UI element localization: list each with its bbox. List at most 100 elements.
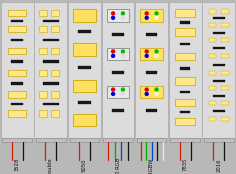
- Bar: [8, 110, 26, 117]
- Bar: [180, 90, 190, 93]
- Bar: [43, 39, 59, 41]
- Bar: [51, 10, 59, 16]
- Bar: [2, 138, 32, 142]
- Bar: [175, 53, 195, 60]
- Circle shape: [112, 93, 114, 95]
- Bar: [209, 101, 216, 105]
- Bar: [8, 10, 26, 16]
- Bar: [180, 111, 190, 113]
- Circle shape: [122, 16, 124, 19]
- Bar: [146, 71, 157, 74]
- Bar: [221, 86, 229, 90]
- Bar: [209, 54, 216, 58]
- Circle shape: [145, 93, 148, 95]
- Circle shape: [112, 12, 114, 15]
- Bar: [175, 77, 195, 85]
- Bar: [43, 20, 59, 22]
- Text: 2016: 2016: [216, 158, 221, 172]
- Bar: [213, 32, 224, 34]
- Bar: [221, 23, 229, 27]
- Bar: [39, 91, 47, 98]
- Bar: [8, 48, 26, 54]
- Bar: [175, 99, 195, 106]
- Bar: [12, 20, 23, 22]
- Bar: [39, 70, 47, 76]
- Bar: [43, 82, 59, 85]
- Bar: [221, 54, 229, 58]
- Bar: [175, 9, 195, 17]
- Circle shape: [155, 50, 158, 53]
- Circle shape: [112, 54, 114, 57]
- Bar: [170, 138, 200, 142]
- Bar: [73, 44, 96, 56]
- Bar: [204, 138, 234, 142]
- Bar: [39, 110, 47, 117]
- Bar: [8, 91, 26, 98]
- Bar: [209, 117, 216, 121]
- Bar: [51, 110, 59, 117]
- Bar: [51, 91, 59, 98]
- Circle shape: [155, 12, 158, 15]
- Bar: [209, 71, 216, 75]
- Text: 3528: 3528: [15, 158, 20, 171]
- Circle shape: [145, 54, 148, 57]
- Text: 5050 RGB: 5050 RGB: [115, 158, 121, 174]
- Bar: [78, 30, 91, 33]
- Bar: [221, 101, 229, 105]
- Bar: [36, 138, 66, 142]
- Circle shape: [122, 93, 124, 95]
- Bar: [70, 138, 99, 142]
- Bar: [221, 71, 229, 75]
- Bar: [78, 66, 91, 69]
- Bar: [213, 110, 224, 112]
- Bar: [209, 9, 216, 14]
- Bar: [51, 26, 59, 32]
- Bar: [12, 61, 23, 63]
- Bar: [175, 118, 195, 125]
- Bar: [221, 117, 229, 121]
- Bar: [39, 10, 47, 16]
- Text: 3528 Double: 3528 Double: [48, 158, 53, 174]
- Circle shape: [155, 88, 158, 91]
- Bar: [112, 33, 124, 36]
- Bar: [135, 2, 168, 138]
- Bar: [209, 86, 216, 90]
- Bar: [213, 95, 224, 97]
- Bar: [213, 80, 224, 82]
- Bar: [107, 48, 129, 60]
- Bar: [221, 38, 229, 42]
- Bar: [73, 114, 96, 126]
- Bar: [73, 9, 96, 22]
- Bar: [180, 67, 190, 70]
- Bar: [102, 2, 134, 138]
- Bar: [202, 2, 235, 138]
- Bar: [213, 17, 224, 19]
- Bar: [39, 26, 47, 32]
- Bar: [107, 9, 129, 22]
- Circle shape: [112, 16, 114, 19]
- Bar: [8, 70, 26, 76]
- Circle shape: [155, 54, 158, 57]
- Bar: [34, 2, 67, 138]
- Circle shape: [145, 50, 148, 53]
- Circle shape: [155, 16, 158, 19]
- Bar: [51, 48, 59, 54]
- Bar: [209, 38, 216, 42]
- Bar: [169, 2, 202, 138]
- Bar: [112, 71, 124, 74]
- Circle shape: [145, 88, 148, 91]
- Bar: [146, 109, 157, 112]
- Bar: [112, 109, 124, 112]
- Bar: [43, 61, 59, 63]
- Bar: [209, 23, 216, 27]
- Bar: [51, 70, 59, 76]
- Text: 5050 RGBW: 5050 RGBW: [149, 158, 154, 174]
- Bar: [8, 26, 26, 32]
- Circle shape: [155, 93, 158, 95]
- Bar: [73, 80, 96, 92]
- Circle shape: [145, 16, 148, 19]
- Bar: [68, 2, 101, 138]
- Text: 5050: 5050: [82, 158, 87, 172]
- Bar: [137, 138, 166, 142]
- Bar: [213, 64, 224, 66]
